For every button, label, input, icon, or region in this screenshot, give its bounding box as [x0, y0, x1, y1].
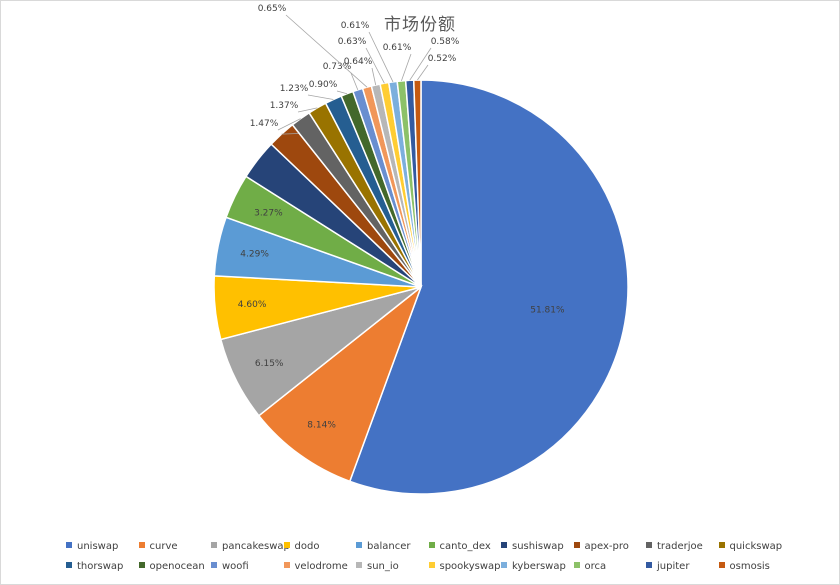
legend-swatch: [211, 542, 217, 548]
legend-label: canto_dex: [439, 541, 491, 552]
data-label-thorswap: 1.23%: [280, 84, 309, 94]
pie-slice-osmosis: [412, 79, 422, 288]
legend-item-sun_io: sun_io: [356, 561, 399, 572]
legend-swatch: [573, 542, 580, 548]
legend-swatch: [573, 562, 580, 568]
data-label-sun_io: 0.64%: [344, 57, 373, 67]
legend-label: thorswap: [77, 561, 124, 572]
leader-line-traderjoe: [277, 118, 301, 131]
legend-label: pancakeswap: [222, 541, 290, 552]
leader-line-jupiter: [409, 47, 432, 81]
legend-label: spookyswap: [439, 561, 501, 572]
legend-item-traderjoe: traderjoe: [646, 541, 703, 552]
legend-label: openocean: [149, 561, 205, 572]
legend-label: woofi: [222, 561, 249, 572]
legend-label: osmosis: [729, 561, 770, 572]
legend-item-openocean: openocean: [138, 561, 205, 572]
legend-item-spookyswap: spookyswap: [428, 561, 501, 572]
legend-label: jupiter: [657, 561, 690, 572]
data-label-osmosis: 0.52%: [428, 54, 457, 64]
legend-swatch: [718, 542, 725, 548]
legend-swatch: [138, 562, 145, 568]
legend-label: velodrome: [294, 561, 348, 572]
data-label-openocean: 0.90%: [309, 80, 338, 90]
legend-swatch: [501, 542, 507, 548]
legend-item-quickswap: quickswap: [718, 541, 783, 552]
data-label-spookyswap: 0.63%: [338, 37, 367, 47]
legend-item-balancer: balancer: [356, 541, 410, 552]
legend-label: dodo: [294, 541, 320, 552]
legend-label: apex-pro: [584, 541, 629, 552]
chart-title: 市场份额: [384, 15, 456, 35]
legend-item-velodrome: velodrome: [283, 561, 348, 572]
legend-item-canto_dex: canto_dex: [428, 541, 491, 552]
leader-line-quickswap: [297, 107, 318, 113]
legend-item-kyberswap: kyberswap: [501, 561, 566, 572]
legend-swatch: [138, 542, 145, 548]
legend-item-thorswap: thorswap: [66, 561, 123, 572]
leader-line-velodrome: [285, 14, 368, 88]
leader-line-spookyswap: [365, 47, 385, 84]
legend-swatch: [428, 562, 435, 568]
data-label-woofi: 0.73%: [323, 62, 352, 72]
legend-swatch: [428, 542, 435, 548]
legend-swatch: [66, 562, 72, 568]
data-label-canto_dex: 3.27%: [254, 209, 283, 219]
data-label-dodo: 4.60%: [238, 300, 267, 310]
data-label-pancakeswap: 6.15%: [255, 359, 284, 369]
legend-item-dodo: dodo: [283, 541, 320, 552]
legend-item-apex-pro: apex-pro: [573, 541, 629, 552]
data-label-balancer: 4.29%: [240, 250, 269, 260]
legend-label: sun_io: [367, 561, 399, 572]
legend-swatch: [356, 542, 362, 548]
data-label-jupiter: 0.58%: [431, 37, 460, 47]
leader-line-woofi: [350, 72, 359, 91]
legend-label: kyberswap: [512, 561, 566, 572]
data-label-velodrome: 0.65%: [258, 4, 287, 14]
data-label-uniswap: 51.81%: [530, 305, 565, 315]
legend-label: quickswap: [729, 541, 783, 552]
data-label-traderjoe: 1.47%: [250, 119, 279, 129]
legend-item-pancakeswap: pancakeswap: [211, 541, 290, 552]
leader-line-thorswap: [307, 94, 334, 100]
legend-item-curve: curve: [138, 541, 178, 552]
leader-line-sun_io: [371, 67, 377, 86]
data-label-curve: 8.14%: [307, 421, 336, 431]
leader-line-openocean: [336, 90, 348, 95]
pie-slice-curve: [257, 284, 423, 483]
legend-swatch: [283, 562, 290, 568]
legend-item-woofi: woofi: [211, 561, 249, 572]
legend-item-jupiter: jupiter: [646, 561, 689, 572]
pie-slice-uniswap: [348, 79, 629, 495]
data-label-kyberswap: 0.61%: [341, 21, 370, 31]
data-label-orca: 0.61%: [383, 43, 412, 53]
legend-label: sushiswap: [512, 541, 564, 552]
legend-swatch: [66, 542, 72, 548]
leader-line-orca: [401, 53, 412, 82]
legend-swatch: [646, 562, 652, 568]
legend-swatch: [356, 562, 362, 568]
legend-item-sushiswap: sushiswap: [501, 541, 564, 552]
legend-label: traderjoe: [657, 541, 703, 552]
legend-item-orca: orca: [573, 561, 607, 572]
legend-swatch: [501, 562, 507, 568]
legend-label: orca: [584, 561, 607, 572]
legend-label: balancer: [367, 541, 411, 552]
legend-swatch: [718, 562, 725, 568]
leader-line-osmosis: [417, 64, 429, 81]
legend-label: curve: [149, 541, 178, 552]
legend-label: uniswap: [77, 541, 119, 552]
legend-swatch: [211, 562, 217, 568]
legend-item-uniswap: uniswap: [66, 541, 118, 552]
legend-swatch: [283, 542, 290, 548]
leader-line-kyberswap: [368, 31, 394, 83]
legend-item-osmosis: osmosis: [718, 561, 770, 572]
legend-swatch: [646, 542, 652, 548]
data-label-quickswap: 1.37%: [270, 101, 299, 111]
